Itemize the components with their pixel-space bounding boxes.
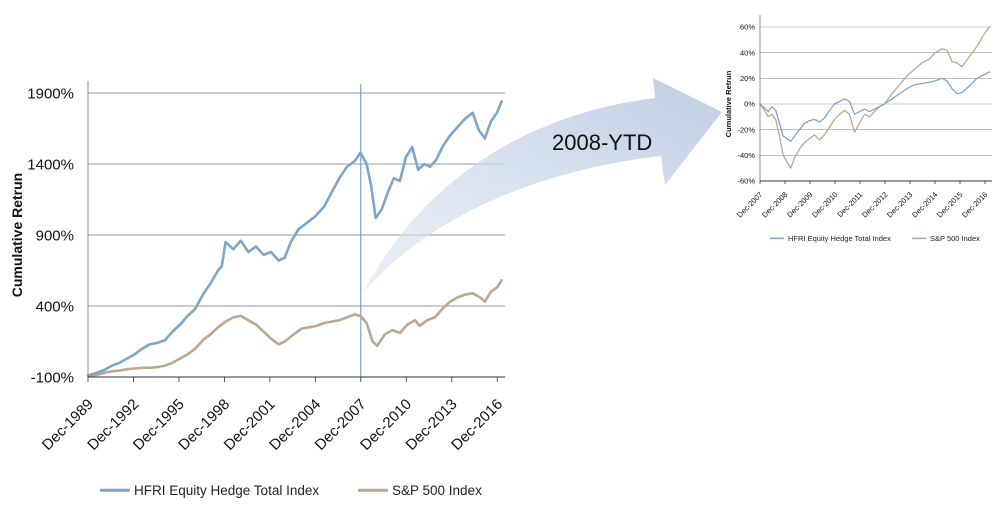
main-chart: -100%400%900%1400%1900%Dec-1989Dec-1992D… (9, 81, 506, 498)
inset-chart-series (759, 26, 991, 169)
inset-y-tick-label: -60% (737, 177, 755, 186)
inset-y-tick-label: -40% (737, 151, 755, 160)
inset-x-tick-label: Dec-2010 (810, 190, 839, 219)
main-legend-label-sp500: S&P 500 Index (392, 483, 482, 498)
inset-y-tick-label: 60% (740, 23, 755, 32)
main-y-tick-label: -100% (31, 369, 74, 386)
inset-chart-grid (760, 26, 992, 182)
inset-y-tick-label: -20% (737, 125, 755, 134)
inset-series-line-hfri (759, 71, 991, 142)
main-chart-y-axis-label: Cumulative Retrun (9, 173, 25, 297)
inset-y-tick-label: 0% (744, 100, 755, 109)
inset-x-tick-label: Dec-2011 (835, 190, 864, 219)
inset-x-tick-label: Dec-2009 (785, 190, 814, 219)
period-arrow (363, 78, 722, 293)
inset-chart-y-axis-label: Cumulative Retrun (724, 70, 733, 137)
inset-x-tick-label: Dec-2007 (735, 190, 764, 219)
main-legend-label-hfri: HFRI Equity Hedge Total Index (134, 483, 319, 498)
inset-x-tick-label: Dec-2015 (935, 190, 964, 219)
inset-x-tick-label: Dec-2013 (885, 190, 914, 219)
inset-x-tick-label: Dec-2016 (960, 190, 989, 219)
main-y-tick-label: 400% (36, 298, 74, 315)
main-series-line-sp500 (86, 279, 503, 377)
inset-x-tick-label: Dec-2008 (760, 190, 789, 219)
inset-y-tick-label: 20% (740, 74, 755, 83)
inset-y-tick-label: 40% (740, 48, 755, 57)
inset-legend-label-hfri: HFRI Equity Hedge Total Index (788, 234, 891, 243)
main-y-tick-label: 900% (36, 227, 74, 244)
inset-chart: -60%-40%-20%0%20%40%60%Dec-2007Dec-2008D… (724, 15, 992, 243)
inset-series-line-sp500 (759, 26, 991, 169)
main-chart-legend: HFRI Equity Hedge Total Index S&P 500 Ind… (100, 483, 482, 498)
main-series-line-hfri (86, 100, 503, 377)
main-chart-axes: -100%400%900%1400%1900%Dec-1989Dec-1992D… (27, 81, 506, 454)
period-arrow-label: 2008-YTD (552, 130, 652, 155)
inset-chart-legend: HFRI Equity Hedge Total Index S&P 500 Ind… (770, 234, 980, 243)
inset-legend-label-sp500: S&P 500 Index (930, 234, 980, 243)
inset-x-tick-label: Dec-2014 (910, 190, 939, 219)
main-y-tick-label: 1900% (27, 85, 74, 102)
main-y-tick-label: 1400% (27, 156, 74, 173)
main-chart-series (86, 84, 503, 377)
inset-x-tick-label: Dec-2012 (860, 190, 889, 219)
